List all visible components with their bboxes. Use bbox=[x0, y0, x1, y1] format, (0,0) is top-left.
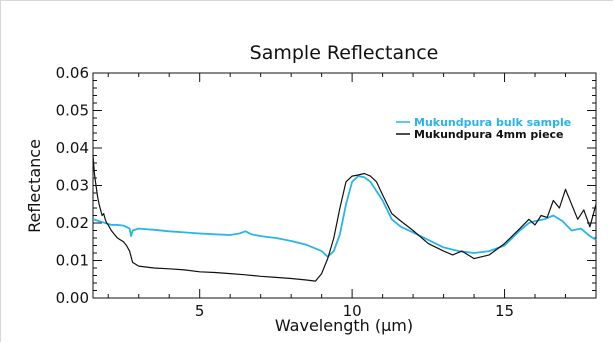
y-tick-label: 0.02 bbox=[56, 214, 89, 232]
x-axis-label: Wavelength (μm) bbox=[275, 316, 413, 335]
y-axis-ticks: 0.00 0.01 0.02 0.03 0.04 0.05 0.06 bbox=[56, 64, 596, 307]
x-axis-ticks: 5 10 15 bbox=[107, 73, 597, 320]
legend-label: Mukundpura 4mm piece bbox=[414, 128, 564, 141]
y-tick-label: 0.06 bbox=[56, 64, 89, 82]
legend-label: Mukundpura bulk sample bbox=[414, 116, 571, 129]
y-tick-label: 0.03 bbox=[56, 177, 89, 195]
x-tick-label: 10 bbox=[343, 302, 362, 320]
y-tick-label: 0.00 bbox=[56, 289, 89, 307]
y-tick-label: 0.04 bbox=[56, 139, 89, 157]
series-line-1 bbox=[92, 175, 597, 258]
series-line-2 bbox=[92, 155, 597, 282]
x-tick-label: 5 bbox=[195, 302, 205, 320]
chart-title: Sample Reflectance bbox=[250, 42, 439, 64]
x-tick-label: 15 bbox=[495, 302, 514, 320]
y-tick-label: 0.05 bbox=[56, 102, 89, 120]
y-tick-label: 0.01 bbox=[56, 252, 89, 270]
y-axis-label: Reflectance bbox=[25, 139, 44, 233]
series-layer bbox=[92, 155, 597, 282]
plot-area bbox=[92, 72, 597, 299]
